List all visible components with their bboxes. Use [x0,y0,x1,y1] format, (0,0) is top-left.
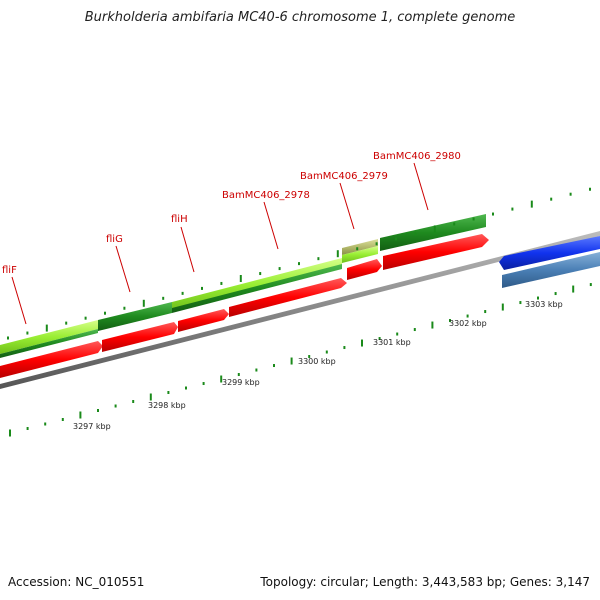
gene-label[interactable]: BamMC406_2978 [222,190,310,201]
label-leader-line [11,276,27,325]
label-leader-line [263,201,279,250]
genome-backbone [0,231,600,389]
cds-arrow[interactable] [229,278,347,317]
label-leader-line [413,162,429,211]
reverse-track [499,236,600,288]
scale-label: 3301 kbp [373,338,411,347]
label-leader-line [115,245,131,293]
gene-label[interactable]: fliF [2,265,17,276]
gene-feature[interactable] [0,320,98,354]
gene-label[interactable]: BamMC406_2979 [300,171,388,182]
tick-row-scale [9,283,592,437]
cds-arrow[interactable] [499,236,600,270]
scale-label: 3299 kbp [222,378,260,387]
label-leader-line [180,226,195,273]
accession-text: Accession: NC_010551 [8,575,145,589]
gene-feature[interactable] [502,252,600,288]
gene-feature[interactable] [380,214,486,251]
scale-label: 3297 kbp [73,422,111,431]
gene-feature[interactable] [342,239,378,255]
gene-labels: fliF fliG fliH BamMC406_2978 BamMC406_2979 Ba… [2,151,461,276]
cds-arrow[interactable] [102,322,178,352]
gene-label[interactable]: BamMC406_2980 [373,151,461,162]
cds-track [0,234,489,378]
gene-feature[interactable] [0,329,98,358]
gene-label[interactable]: fliG [106,234,123,245]
scale-label: 3300 kbp [298,357,336,366]
gene-feature[interactable] [172,264,342,313]
tick-row-outer [7,187,591,340]
gene-feature[interactable] [342,246,378,263]
cds-arrow[interactable] [383,234,489,270]
map-title: Burkholderia ambifaria MC40-6 chromosome… [84,10,516,25]
cds-arrow[interactable] [0,341,103,378]
gene-feature[interactable] [98,302,172,331]
gene-label[interactable]: fliH [171,214,188,225]
cds-arrow[interactable] [347,259,382,280]
genome-summary-text: Topology: circular; Length: 3,443,583 bp… [260,575,590,589]
label-leaders [11,162,429,325]
scale-label: 3298 kbp [148,401,186,410]
scale-label: 3303 kbp [525,300,563,309]
gene-track-forward [0,214,486,358]
scale-labels: 3297 kbp 3298 kbp 3299 kbp 3300 kbp 3301 kbp… [73,300,563,431]
label-leader-line [339,182,355,230]
scale-label: 3302 kbp [449,319,487,328]
cds-arrow[interactable] [178,309,229,332]
